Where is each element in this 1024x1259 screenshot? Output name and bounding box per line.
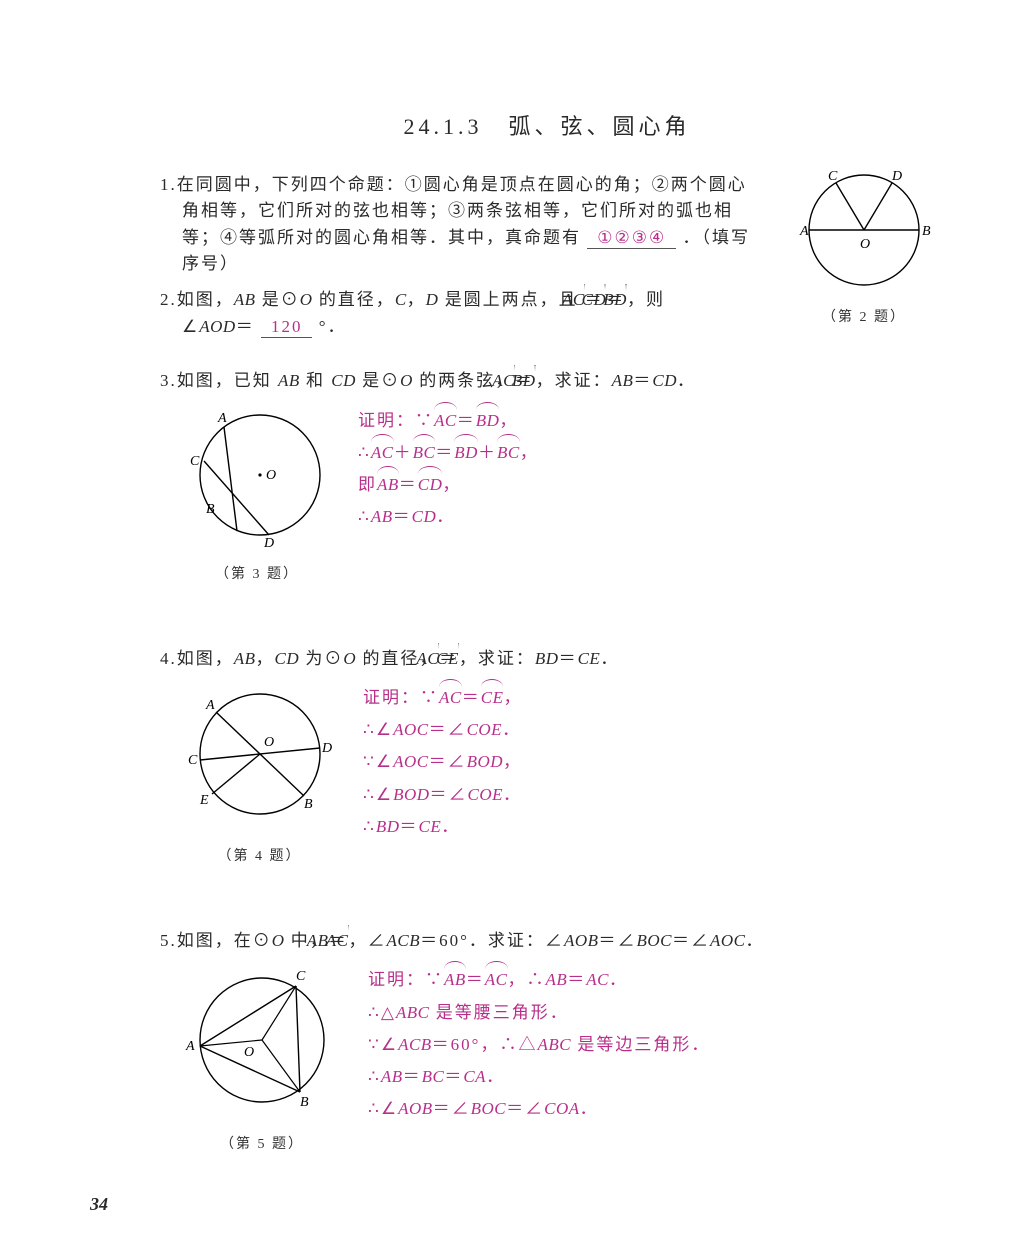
proof-4: 证明：∵AC＝CE， ∴∠AOC＝∠COE． ∵∠AOC＝∠BOD， ∴∠BOD… bbox=[363, 682, 522, 843]
svg-text:B: B bbox=[300, 1095, 311, 1110]
svg-text:O: O bbox=[264, 735, 276, 750]
figure-5: A B C O （第 5 题） bbox=[182, 964, 342, 1155]
problem-4: 4.如图，AB，CD 为⊙O 的直径，AC＝CE，求证：BD＝CE． A B C… bbox=[160, 646, 934, 868]
svg-text:O: O bbox=[860, 237, 872, 252]
figure-3: A B C D O （第 3 题） bbox=[182, 405, 332, 586]
problem-5-text: 5.如图，在⊙O 中，AB＝AC，∠ACB＝60°．求证：∠AOB＝∠BOC＝∠… bbox=[160, 928, 934, 954]
figure-2: A B C D O （第 2 题） bbox=[794, 168, 934, 328]
figure-2-caption: （第 2 题） bbox=[794, 307, 934, 329]
svg-text:C: C bbox=[188, 753, 199, 768]
proof-3: 证明：∵AC＝BD， ∴AC＋BC＝BD＋BC， 即AB＝CD， ∴AB＝CD． bbox=[358, 405, 539, 534]
figure-5-caption: （第 5 题） bbox=[182, 1134, 342, 1156]
problem-4-text: 4.如图，AB，CD 为⊙O 的直径，AC＝CE，求证：BD＝CE． bbox=[160, 646, 934, 672]
answer-2: 120 bbox=[261, 317, 313, 338]
proof-5: 证明：∵AB＝AC，∴AB＝AC． ∴△ABC 是等腰三角形． ∵∠ACB＝60… bbox=[368, 964, 710, 1125]
answer-1: ①②③④ bbox=[587, 228, 676, 249]
svg-text:D: D bbox=[321, 741, 334, 756]
figure-4-caption: （第 4 题） bbox=[182, 846, 337, 868]
problem-3: 3.如图，已知 AB 和 CD 是⊙O 的两条弦，AC＝BD，求证：AB＝CD．… bbox=[160, 368, 934, 585]
svg-text:C: C bbox=[296, 969, 307, 984]
svg-text:E: E bbox=[199, 793, 211, 808]
svg-text:C: C bbox=[828, 169, 839, 184]
svg-text:A: A bbox=[205, 698, 217, 713]
svg-text:B: B bbox=[304, 797, 315, 812]
svg-text:O: O bbox=[244, 1045, 256, 1060]
figure-3-caption: （第 3 题） bbox=[182, 564, 332, 586]
problem-5: 5.如图，在⊙O 中，AB＝AC，∠ACB＝60°．求证：∠AOB＝∠BOC＝∠… bbox=[160, 928, 934, 1155]
problem-3-text: 3.如图，已知 AB 和 CD 是⊙O 的两条弦，AC＝BD，求证：AB＝CD． bbox=[160, 368, 934, 394]
svg-text:A: A bbox=[217, 411, 229, 426]
svg-text:C: C bbox=[190, 454, 201, 469]
svg-text:O: O bbox=[266, 468, 278, 483]
svg-text:B: B bbox=[922, 224, 933, 239]
svg-text:A: A bbox=[799, 224, 811, 239]
svg-text:D: D bbox=[263, 536, 276, 550]
problem-1-and-2: A B C D O （第 2 题） 1.在同圆中，下列四个命题：①圆心角是顶点在… bbox=[160, 172, 934, 340]
svg-text:A: A bbox=[185, 1039, 197, 1054]
page-number: 34 bbox=[90, 1191, 108, 1219]
figure-4: A B C D E O （第 4 题） bbox=[182, 682, 337, 868]
section-title: 24.1.3 弧、弦、圆心角 bbox=[160, 110, 934, 144]
svg-text:D: D bbox=[891, 169, 904, 184]
svg-text:B: B bbox=[206, 502, 217, 517]
